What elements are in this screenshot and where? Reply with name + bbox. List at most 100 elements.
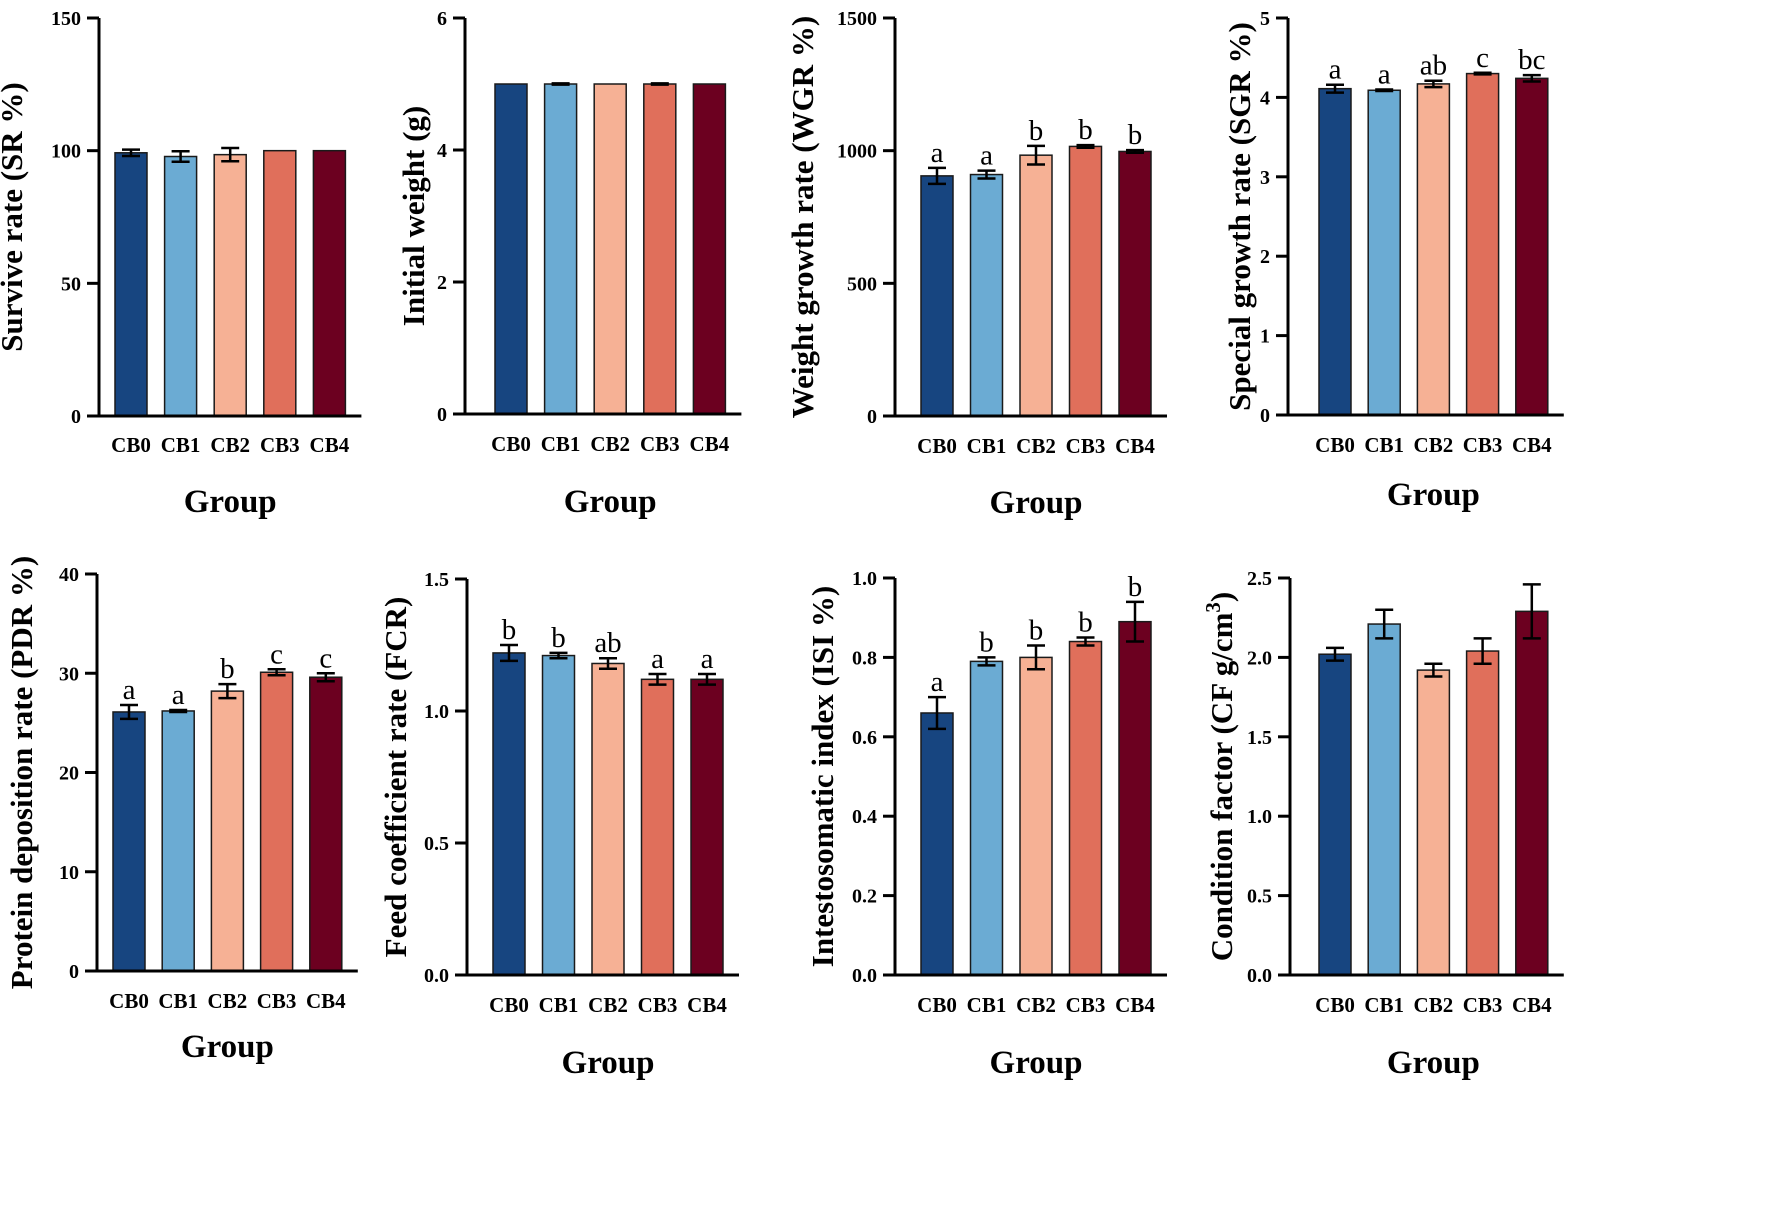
y-tick-label: 0.5 (424, 833, 449, 855)
bar-cb2 (1416, 669, 1451, 976)
y-axis-title: Special growth rate (SGR %) (1222, 22, 1257, 411)
bar-cb3 (263, 149, 297, 417)
significance-label: bc (1518, 44, 1545, 76)
bar-cb2 (1416, 83, 1451, 416)
y-tick-label: 0.4 (852, 806, 877, 828)
significance-label: b (1029, 614, 1044, 646)
bar-cb4 (1118, 620, 1152, 976)
significance-label: a (980, 140, 993, 172)
significance-label: b (220, 653, 235, 685)
y-tick-label: 0.0 (1247, 965, 1272, 987)
y-tick-label: 2 (437, 272, 447, 294)
y-tick-label: 0 (437, 404, 447, 426)
significance-label: b (1078, 607, 1093, 639)
y-tick-label: 4 (437, 140, 447, 162)
significance-label: ab (1420, 50, 1447, 82)
y-tick-label: 0 (69, 961, 79, 983)
significance-label: ab (594, 627, 621, 659)
x-tick-label: CB4 (690, 432, 730, 456)
y-tick-label: 0.5 (1247, 886, 1272, 908)
bar-cb3 (1068, 640, 1103, 976)
bar-cb2 (1019, 154, 1053, 417)
y-tick-label: 500 (847, 273, 877, 295)
chart-panel-8: CB0 CB1 CB2 CB3 CB4 0.0 0.5 1.0 1.5 2.0 2.5 Group Co… (1201, 568, 1564, 1081)
y-tick-label: 30 (59, 663, 79, 685)
significance-label: a (123, 674, 136, 706)
x-axis-title: Group (1387, 477, 1480, 513)
bar-cb4 (1515, 610, 1549, 976)
chart-panel-6: b CB0 b CB1 ab CB2 a CB3 a CB4 0.0 0.5 1.0 1.5 Group Fe… (378, 569, 739, 1081)
bar-cb0 (1318, 87, 1352, 416)
y-tick-label: 10 (59, 862, 79, 884)
x-tick-label: CB2 (210, 433, 250, 457)
bar-cb3 (1465, 650, 1500, 976)
y-axis-title: Protein deposition rate (PDR %) (4, 556, 39, 989)
y-tick-label: 1.5 (1247, 727, 1272, 749)
x-tick-label: CB0 (1315, 993, 1355, 1017)
x-tick-label: CB4 (1512, 433, 1552, 457)
bar-cb4 (1118, 150, 1152, 417)
y-tick-label: 0.0 (852, 965, 877, 987)
bar-cb1 (969, 660, 1004, 976)
x-tick-label: CB0 (491, 432, 531, 456)
x-tick-label: CB3 (260, 433, 300, 457)
significance-label: b (502, 614, 517, 646)
x-tick-label: CB2 (588, 993, 628, 1017)
bar-cb1 (969, 173, 1004, 417)
x-tick-label: CB4 (1115, 434, 1155, 458)
significance-label: b (1078, 114, 1093, 146)
x-tick-label: CB2 (590, 432, 630, 456)
significance-label: a (701, 643, 714, 675)
y-axis-title: Initial weight (g) (396, 106, 431, 326)
bar-cb3 (1465, 72, 1500, 416)
x-axis-title: Group (562, 1045, 655, 1081)
chart-panel-7: a CB0 b CB1 b CB2 b CB3 b CB4 0.0 0.2 0.4 0.6 0.8 1.0 Gr… (805, 568, 1167, 1081)
x-tick-label: CB0 (109, 989, 149, 1013)
y-tick-label: 1.5 (424, 569, 449, 591)
chart-panel-5: a CB0 a CB1 b CB2 c CB3 c CB4 0 10 20 30 40 Group Protei… (4, 556, 358, 1065)
chart-panel-2: CB0 CB1 CB2 CB3 CB4 0 2 4 6 Group Initial weight (… (396, 8, 742, 520)
y-tick-label: 4 (1260, 87, 1270, 109)
significance-label: c (1476, 42, 1489, 74)
y-tick-label: 5 (1260, 8, 1270, 30)
x-tick-label: CB2 (1414, 993, 1454, 1017)
bar-cb0 (112, 711, 146, 972)
x-tick-label: CB0 (111, 433, 151, 457)
x-tick-label: CB3 (1463, 993, 1503, 1017)
y-tick-label: 1.0 (1247, 806, 1272, 828)
x-tick-label: CB1 (158, 989, 198, 1013)
bar-cb1 (1367, 623, 1401, 976)
bar-cb1 (161, 710, 195, 972)
y-tick-label: 40 (59, 564, 79, 586)
x-tick-label: CB3 (640, 432, 680, 456)
y-tick-label: 0.2 (852, 886, 877, 908)
x-tick-label: CB4 (306, 989, 346, 1013)
y-tick-label: 1000 (837, 141, 877, 163)
significance-label: b (1029, 115, 1044, 147)
y-tick-label: 2.0 (1247, 647, 1272, 669)
x-tick-label: CB0 (917, 993, 957, 1017)
y-tick-label: 0 (1260, 405, 1270, 427)
y-tick-label: 1.0 (852, 568, 877, 590)
significance-label: a (931, 137, 944, 169)
bar-cb4 (690, 678, 724, 976)
x-tick-label: CB4 (310, 433, 350, 457)
x-tick-label: CB1 (967, 434, 1007, 458)
bar-cb0 (492, 652, 526, 976)
x-tick-label: CB1 (539, 993, 579, 1017)
x-axis-title: Group (181, 1029, 274, 1065)
bar-cb0 (494, 83, 528, 415)
bar-cb3 (1068, 145, 1103, 417)
significance-label: b (979, 626, 994, 658)
significance-label: a (931, 666, 944, 698)
chart-panel-3: a CB0 a CB1 b CB2 b CB3 b CB4 0 500 1000 1500 Group Wei… (785, 8, 1167, 521)
bar-cb2 (1019, 656, 1053, 976)
bar-cb1 (1367, 89, 1401, 416)
x-tick-label: CB3 (638, 993, 678, 1017)
x-tick-label: CB1 (1364, 433, 1404, 457)
significance-label: b (551, 622, 566, 654)
bar-cb3 (643, 83, 677, 415)
x-axis-title: Group (1387, 1045, 1480, 1081)
y-tick-label: 0.8 (852, 647, 877, 669)
